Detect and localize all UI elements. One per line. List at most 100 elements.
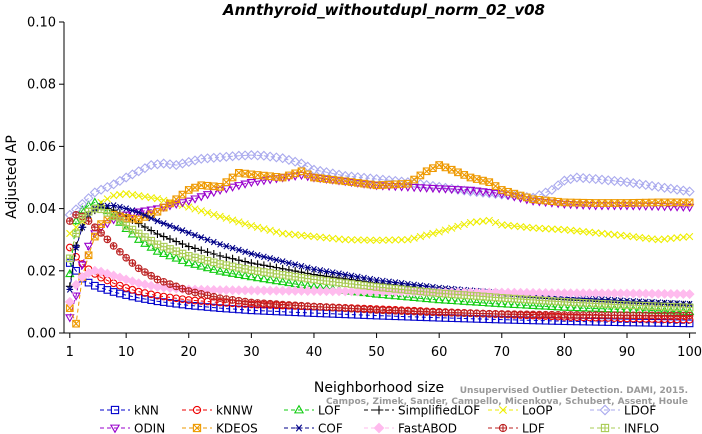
data-point	[447, 165, 456, 174]
legend-swatch-marker	[599, 404, 611, 416]
data-point	[510, 222, 518, 230]
data-point	[222, 178, 231, 187]
data-point	[378, 306, 387, 315]
data-point	[191, 231, 199, 239]
data-point	[528, 300, 538, 309]
data-point	[559, 302, 570, 311]
data-point	[497, 299, 507, 308]
data-point	[635, 233, 644, 242]
legend-item-loop: LoOP	[488, 404, 553, 418]
data-point	[596, 174, 608, 185]
data-point	[497, 310, 506, 318]
data-point	[222, 214, 231, 222]
data-point	[228, 216, 237, 224]
data-point	[147, 271, 156, 280]
data-point	[114, 175, 125, 186]
data-point	[216, 251, 225, 260]
data-point	[366, 236, 374, 244]
data-point	[184, 186, 193, 194]
data-point	[359, 180, 369, 189]
data-point	[684, 186, 695, 197]
data-point	[453, 296, 463, 305]
data-point	[565, 302, 576, 311]
data-point	[240, 180, 250, 189]
data-point	[553, 180, 564, 191]
data-point	[253, 260, 262, 269]
data-point	[296, 171, 307, 181]
data-point	[360, 281, 368, 290]
data-point	[133, 278, 144, 289]
data-point	[385, 180, 393, 189]
legend-label: kNN	[134, 404, 159, 418]
data-point	[291, 261, 299, 268]
data-point	[421, 184, 432, 193]
data-point	[204, 236, 211, 244]
data-point	[65, 217, 74, 225]
legend-item-knnw: kNNW	[182, 404, 253, 418]
data-point	[623, 232, 631, 240]
data-point	[153, 240, 162, 249]
legend-label: LOF	[318, 404, 341, 418]
data-point	[103, 286, 112, 294]
data-point	[629, 297, 637, 305]
data-point	[210, 238, 218, 246]
data-point	[197, 207, 205, 215]
data-point	[611, 296, 618, 304]
data-point	[335, 270, 343, 277]
data-point	[252, 272, 263, 282]
data-point	[285, 230, 293, 238]
data-point	[427, 180, 438, 191]
data-point	[252, 178, 263, 187]
data-point	[435, 228, 443, 236]
legend-swatch-marker	[374, 405, 384, 415]
data-point	[247, 259, 256, 267]
data-point	[90, 223, 99, 232]
data-point	[659, 203, 670, 212]
data-point	[297, 231, 306, 240]
data-point	[159, 277, 168, 286]
data-point	[72, 319, 80, 328]
data-point	[65, 254, 74, 263]
data-point	[121, 223, 131, 233]
data-point	[241, 257, 250, 266]
data-point	[246, 271, 257, 281]
data-point	[490, 298, 501, 307]
data-point	[473, 218, 481, 226]
data-point	[197, 246, 206, 255]
data-point	[171, 253, 181, 262]
data-point	[140, 238, 150, 247]
data-point	[404, 236, 412, 244]
data-point	[540, 301, 551, 310]
data-point	[90, 281, 99, 290]
data-point	[272, 228, 281, 236]
data-point	[371, 182, 382, 191]
data-point	[184, 257, 194, 267]
data-point	[348, 272, 355, 280]
data-point	[185, 229, 193, 237]
data-point	[178, 190, 187, 199]
watermark-line-2: Campos, Zimek, Sander, Campello, Micenko…	[326, 397, 688, 407]
data-point	[209, 250, 218, 258]
data-point	[78, 214, 87, 222]
data-point	[491, 182, 500, 190]
data-point	[154, 217, 161, 225]
data-point	[66, 286, 74, 293]
data-point	[409, 292, 419, 301]
data-point	[216, 260, 224, 268]
data-point	[310, 232, 318, 241]
data-point	[498, 221, 506, 229]
data-point	[277, 174, 288, 183]
data-point	[152, 281, 163, 292]
data-point	[84, 278, 93, 287]
data-point	[373, 276, 380, 284]
data-point	[190, 259, 200, 268]
data-point	[260, 268, 268, 276]
data-point	[322, 234, 331, 242]
data-point	[234, 296, 243, 305]
data-point	[241, 220, 249, 228]
data-point	[165, 251, 175, 260]
data-point	[347, 236, 356, 244]
data-point	[260, 225, 268, 233]
data-point	[377, 174, 388, 185]
data-point	[636, 298, 643, 305]
